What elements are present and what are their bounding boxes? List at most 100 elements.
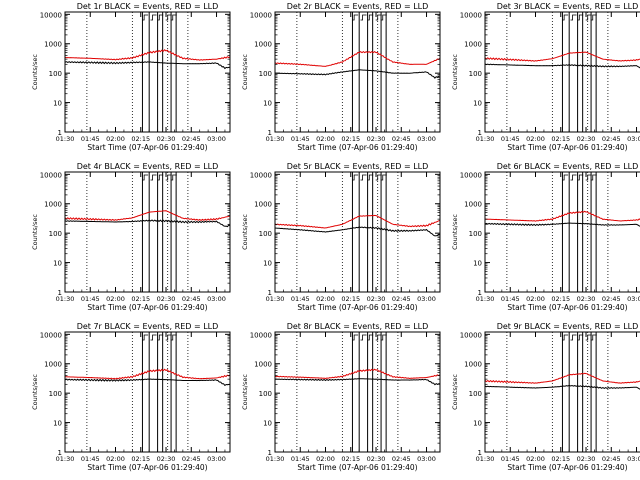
step-mark [352, 14, 359, 21]
x-tick-label: 02:45 [602, 455, 621, 463]
x-tick-label: 01:45 [81, 295, 100, 303]
step-mark [142, 174, 149, 181]
series-line-events [274, 226, 441, 237]
x-tick-label: 02:45 [392, 295, 411, 303]
y-tick-label: 10000 [40, 171, 62, 179]
plot-frame [484, 171, 640, 293]
y-tick-label: 10000 [40, 331, 62, 339]
x-axis-label: Start Time (07-Apr-06 01:29:40) [297, 143, 417, 152]
step-mark [360, 174, 367, 181]
step-mark [157, 174, 164, 181]
x-tick-label: 02:15 [131, 295, 150, 303]
step-mark [142, 334, 149, 341]
step-mark [577, 14, 584, 21]
series-line-lld [274, 50, 441, 67]
x-axis-label: Start Time (07-Apr-06 01:29:40) [87, 143, 207, 152]
x-tick-label: 01:45 [501, 135, 520, 143]
series-line-events [274, 378, 440, 386]
y-axis-label: Counts/sec [31, 214, 39, 250]
x-tick-label: 02:30 [367, 135, 386, 143]
x-tick-label: 02:15 [551, 135, 570, 143]
step-mark [360, 334, 367, 341]
x-tick-label: 02:15 [131, 455, 150, 463]
x-tick-label: 03:00 [207, 455, 226, 463]
x-axis-label: Start Time (07-Apr-06 01:29:40) [297, 463, 417, 472]
step-mark [142, 14, 149, 21]
plot-frame [274, 331, 441, 453]
panel-title: Det 5r BLACK = Events, RED = LLD [287, 162, 429, 171]
step-mark [375, 14, 382, 21]
x-tick-label: 03:00 [627, 295, 640, 303]
y-tick-label: 1 [268, 449, 272, 457]
step-mark [562, 334, 569, 341]
x-tick-label: 01:30 [266, 135, 285, 143]
x-tick-label: 02:30 [157, 455, 176, 463]
x-tick-label: 03:00 [207, 295, 226, 303]
x-tick-label: 03:00 [627, 135, 640, 143]
y-tick-label: 1 [58, 449, 62, 457]
x-tick-label: 02:15 [551, 455, 570, 463]
step-mark [562, 174, 569, 181]
step-mark [165, 174, 172, 181]
x-tick-label: 01:45 [291, 455, 310, 463]
panel-title: Det 9r BLACK = Events, RED = LLD [497, 322, 639, 331]
panel-title: Det 6r BLACK = Events, RED = LLD [497, 162, 639, 171]
step-mark [150, 174, 157, 181]
x-tick-label: 02:45 [182, 455, 201, 463]
y-axis-label: Counts/sec [241, 214, 249, 250]
series-line-lld [484, 51, 640, 62]
det-panel-4: Det 4r BLACK = Events, RED = LLD 1 10 100 10… [31, 162, 231, 312]
panel-title: Det 7r BLACK = Events, RED = LLD [77, 322, 219, 331]
series-line-events [484, 63, 640, 69]
plot-frame [64, 171, 231, 293]
series-line-events [484, 222, 640, 227]
x-tick-label: 02:00 [526, 135, 545, 143]
y-tick-label: 10 [53, 100, 62, 108]
step-mark [577, 334, 584, 341]
step-mark [590, 174, 597, 181]
x-tick-label: 02:00 [316, 455, 335, 463]
step-mark [170, 174, 177, 181]
panel-title: Det 8r BLACK = Events, RED = LLD [287, 322, 429, 331]
x-tick-label: 01:45 [501, 295, 520, 303]
step-mark [170, 334, 177, 341]
x-tick-label: 02:00 [106, 135, 125, 143]
y-tick-label: 10 [473, 100, 482, 108]
x-axis-label: Start Time (07-Apr-06 01:29:40) [507, 303, 627, 312]
y-tick-label: 1000 [254, 361, 272, 369]
series-line-events [484, 384, 640, 390]
x-tick-label: 02:00 [526, 295, 545, 303]
step-mark [375, 174, 382, 181]
y-tick-label: 100 [469, 390, 482, 398]
step-mark [380, 174, 387, 181]
series-line-lld [484, 210, 640, 222]
x-tick-label: 01:45 [81, 455, 100, 463]
y-tick-label: 10000 [250, 171, 272, 179]
det-panel-7: Det 7r BLACK = Events, RED = LLD 1 10 100 10… [31, 322, 231, 472]
y-tick-label: 10000 [460, 171, 482, 179]
x-tick-label: 03:00 [627, 455, 640, 463]
x-tick-label: 02:15 [341, 455, 360, 463]
y-tick-label: 1000 [254, 201, 272, 209]
step-mark [360, 14, 367, 21]
panel-title: Det 1r BLACK = Events, RED = LLD [77, 2, 219, 11]
y-tick-label: 1 [268, 289, 272, 297]
x-tick-label: 03:00 [417, 295, 436, 303]
y-axis-label: Counts/sec [451, 54, 459, 90]
x-tick-label: 01:45 [81, 135, 100, 143]
x-tick-label: 01:30 [56, 295, 75, 303]
step-mark [170, 14, 177, 21]
step-mark [577, 174, 584, 181]
step-mark [150, 14, 157, 21]
step-mark [165, 334, 172, 341]
x-tick-label: 02:30 [577, 135, 596, 143]
y-tick-label: 10 [53, 420, 62, 428]
det-panel-8: Det 8r BLACK = Events, RED = LLD 1 10 100 10… [241, 322, 441, 472]
y-tick-label: 10000 [460, 331, 482, 339]
y-axis-label: Counts/sec [241, 54, 249, 90]
y-axis-label: Counts/sec [31, 54, 39, 90]
y-tick-label: 1000 [44, 201, 62, 209]
y-tick-label: 1 [58, 129, 62, 137]
y-tick-label: 100 [259, 390, 272, 398]
